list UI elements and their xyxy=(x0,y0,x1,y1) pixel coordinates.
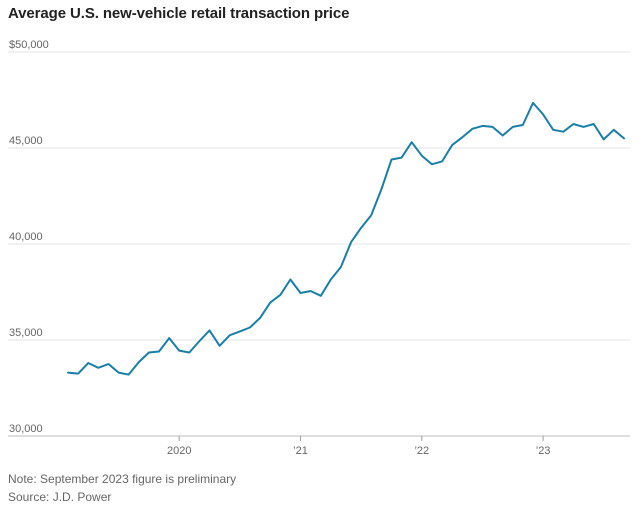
x-axis: 2020 ’21 ’22 ’23 xyxy=(167,436,550,457)
chart-source: Source: J.D. Power xyxy=(8,490,112,504)
y-tick-label: 40,000 xyxy=(9,231,43,243)
y-tick-label: 30,000 xyxy=(9,423,43,435)
x-tick-label: ’21 xyxy=(293,445,308,457)
y-tick-label: 45,000 xyxy=(9,135,43,147)
x-tick-label: ’23 xyxy=(536,445,551,457)
chart-note: Note: September 2023 figure is prelimina… xyxy=(8,472,237,486)
y-tick-label: 35,000 xyxy=(9,327,43,339)
y-axis: $50,000 45,000 40,000 35,000 30,000 xyxy=(9,39,49,435)
x-tick-label: 2020 xyxy=(167,445,191,457)
chart-title: Average U.S. new-vehicle retail transact… xyxy=(8,5,350,22)
gridlines xyxy=(8,51,630,437)
series-line xyxy=(67,101,625,376)
x-tick-label: ’22 xyxy=(414,445,429,457)
y-tick-label: $50,000 xyxy=(9,39,49,51)
series-group xyxy=(67,101,625,376)
